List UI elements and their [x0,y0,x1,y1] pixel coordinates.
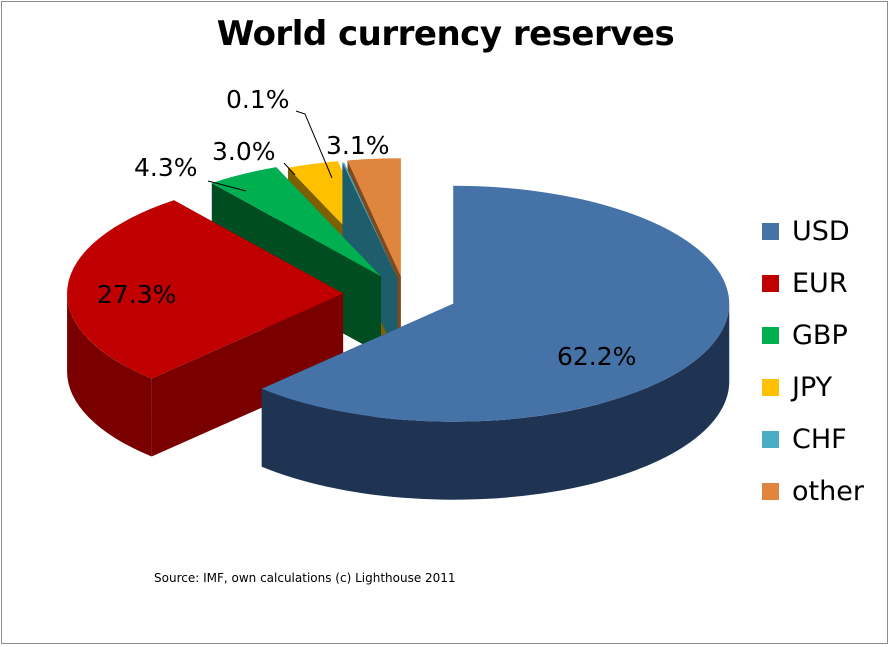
data-label-usd: 62.2% [557,342,636,371]
legend-swatch-usd [762,222,779,240]
legend-item-chf: CHF [762,413,864,465]
data-label-eur: 27.3% [97,280,176,309]
legend-label-other: other [792,475,864,507]
slice-top-other [347,158,401,277]
slice-top-chf [342,162,398,279]
slice-top-gbp [211,167,381,277]
legend-item-other: other [762,465,864,517]
slice-top-usd [261,185,730,422]
slice-usd [261,185,730,500]
leader-line-jpy [283,162,296,176]
leader-line-gbp [207,180,247,192]
slice-wall-chf-end [344,162,398,357]
slice-eur [67,200,344,457]
legend-item-gbp: GBP [762,309,864,361]
legend-label-jpy: JPY [792,371,833,403]
legend-item-eur: EUR [762,257,864,309]
data-label-jpy: 3.0% [212,137,276,166]
legend-swatch-gbp [762,326,779,344]
leader-line-chf [295,110,333,179]
data-label-gbp: 4.3% [134,153,198,182]
legend-swatch-jpy [762,378,779,396]
slice-rim-eur [67,293,152,457]
source-note: Source: IMF, own calculations (c) Lighth… [154,571,456,585]
data-labels: 62.2% 27.3% 4.3% 3.0% 0.1% 3.1% [97,85,636,371]
slice-rim-usd [261,303,730,500]
legend-label-gbp: GBP [792,319,848,351]
slice-top-eur [67,200,344,379]
data-label-chf: 0.1% [226,85,290,114]
legend-label-chf: CHF [792,423,847,455]
legend-swatch-chf [762,430,779,448]
legend-swatch-eur [762,274,779,292]
slice-chf [342,162,398,357]
legend-swatch-other [762,482,779,500]
data-label-other: 3.1% [326,131,390,160]
chart-title: World currency reserves [216,14,675,54]
leader-lines [207,110,333,192]
legend: USD EUR GBP JPY CHF other [762,205,864,517]
legend-item-jpy: JPY [762,361,864,413]
pie-slices [67,158,730,500]
legend-label-usd: USD [792,215,850,247]
legend-label-eur: EUR [792,267,848,299]
legend-item-usd: USD [762,205,864,257]
